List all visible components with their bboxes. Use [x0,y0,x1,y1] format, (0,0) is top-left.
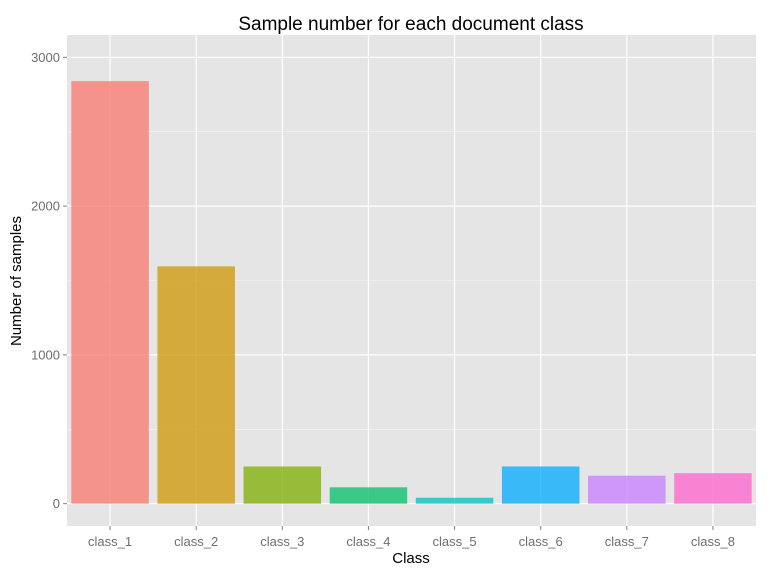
bars [71,81,752,504]
x-tick-label: class_7 [605,534,649,549]
x-tick-label: class_2 [174,534,218,549]
y-axis-title: Number of samples [8,216,25,346]
y-tick-label: 3000 [31,50,60,65]
x-axis-title: Class [392,550,430,567]
bar-class_7 [588,475,666,504]
x-tick-label: class_1 [88,534,132,549]
bar-class_1 [71,81,149,504]
chart-title: Sample number for each document class [238,14,583,35]
bar-class_5 [415,497,494,504]
x-tick-label: class_4 [346,534,390,549]
bar-class_6 [501,466,580,504]
y-tick-label: 2000 [31,199,60,214]
y-tick-label: 0 [53,496,60,511]
x-tick-label: class_3 [260,534,304,549]
x-tick-label: class_5 [433,534,477,549]
bar-class_2 [157,266,235,504]
y-tick-label: 1000 [31,347,60,362]
bar-class_4 [329,487,408,504]
x-tick-label: class_8 [691,534,735,549]
y-axis: 0 1000 2000 3000 [31,50,67,511]
x-tick-label: class_6 [519,534,563,549]
bar-class_3 [243,466,322,504]
bar-class_8 [674,473,752,504]
x-axis: class_1 class_2 class_3 class_4 class_5 class… [88,526,735,549]
